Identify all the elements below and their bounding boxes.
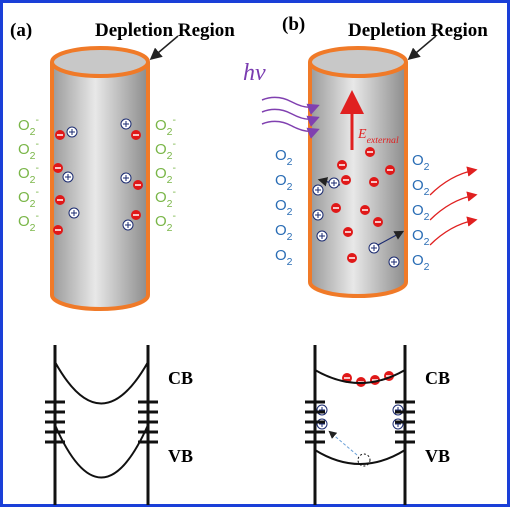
formula-sup: - — [36, 138, 40, 150]
formula-sub: 2 — [287, 231, 293, 243]
formula-base: O — [18, 189, 30, 206]
formula-sub: 2 — [30, 174, 36, 186]
formula-sub: 2 — [287, 156, 293, 168]
species-label: O2- — [155, 186, 177, 210]
formula-sub: 2 — [424, 211, 430, 223]
species-label: O2 — [275, 222, 293, 243]
cb-label: CB — [168, 368, 193, 388]
formula-base: O — [155, 189, 167, 206]
formula-sup: - — [173, 210, 177, 222]
formula-base: O — [155, 117, 167, 134]
vb-label: VB — [425, 446, 450, 466]
release-arrows — [430, 170, 475, 245]
formula-base: O — [412, 202, 424, 219]
formula-sup: - — [36, 114, 40, 126]
formula-sup: - — [173, 114, 177, 126]
band-diagram-a — [45, 345, 158, 505]
species-label: O2 — [275, 147, 293, 168]
species-label: O2 — [412, 252, 430, 273]
formula-sub: 2 — [167, 150, 173, 162]
formula-base: O — [275, 147, 287, 164]
species-label: O2 — [275, 247, 293, 268]
species-label: O2 — [275, 172, 293, 193]
species-label: O2 — [412, 202, 430, 223]
formula-sub: external — [367, 135, 399, 146]
formula-sub: 2 — [424, 261, 430, 273]
formula-base: O — [412, 227, 424, 244]
species-label: O2- — [155, 138, 177, 162]
formula-sub: 2 — [30, 198, 36, 210]
region-label: Depletion Region — [348, 20, 488, 41]
region-label: Depletion Region — [95, 20, 235, 41]
formula-sub: 2 — [167, 174, 173, 186]
species-label: O2- — [18, 186, 40, 210]
formula-sub: 2 — [287, 181, 293, 193]
formula-sub: 2 — [424, 161, 430, 173]
formula-base: O — [412, 252, 424, 269]
formula-sup: - — [173, 138, 177, 150]
species-label: O2- — [18, 162, 40, 186]
formula-sup: - — [36, 210, 40, 222]
species-label: O2- — [18, 138, 40, 162]
formula-sup: - — [36, 186, 40, 198]
formula-sub: 2 — [30, 126, 36, 138]
formula-sup: - — [173, 162, 177, 174]
species-label: O2 — [412, 227, 430, 248]
formula-base: O — [275, 197, 287, 214]
cb-label: CB — [425, 368, 450, 388]
species-label: O2- — [18, 210, 40, 234]
species-label: O2- — [18, 114, 40, 138]
formula-base: O — [275, 222, 287, 239]
species-label: O2 — [275, 197, 293, 218]
formula-sub: 2 — [30, 150, 36, 162]
formula-sub: 2 — [287, 256, 293, 268]
species-label: O2- — [155, 162, 177, 186]
species-label: O2 — [412, 152, 430, 173]
formula-sub: 2 — [167, 198, 173, 210]
vb-label: VB — [168, 446, 193, 466]
light-label: hv — [243, 60, 266, 86]
formula-base: O — [18, 117, 30, 134]
panel-label: (b) — [282, 14, 305, 35]
species-label: O2- — [155, 114, 177, 138]
species-label: O2 — [412, 177, 430, 198]
formula-sub: 2 — [167, 126, 173, 138]
formula-base: O — [155, 141, 167, 158]
figure: (a) Depletion Region (b) Depletion Regio… — [0, 0, 510, 507]
formula-base: O — [412, 152, 424, 169]
formula-sup: - — [36, 162, 40, 174]
species-label: O2- — [155, 210, 177, 234]
formula-base: O — [412, 177, 424, 194]
formula-sup: - — [173, 186, 177, 198]
formula-base: O — [275, 172, 287, 189]
formula-sub: 2 — [287, 206, 293, 218]
formula-sub: 2 — [167, 222, 173, 234]
panel-label: (a) — [10, 20, 32, 41]
formula-base: O — [275, 247, 287, 264]
formula-base: O — [18, 213, 30, 230]
formula-sub: 2 — [30, 222, 36, 234]
formula-base: O — [155, 165, 167, 182]
formula-base: E — [357, 127, 367, 142]
formula-base: O — [18, 165, 30, 182]
formula-base: O — [18, 141, 30, 158]
formula-sub: 2 — [424, 236, 430, 248]
formula-base: O — [155, 213, 167, 230]
formula-sub: 2 — [424, 186, 430, 198]
